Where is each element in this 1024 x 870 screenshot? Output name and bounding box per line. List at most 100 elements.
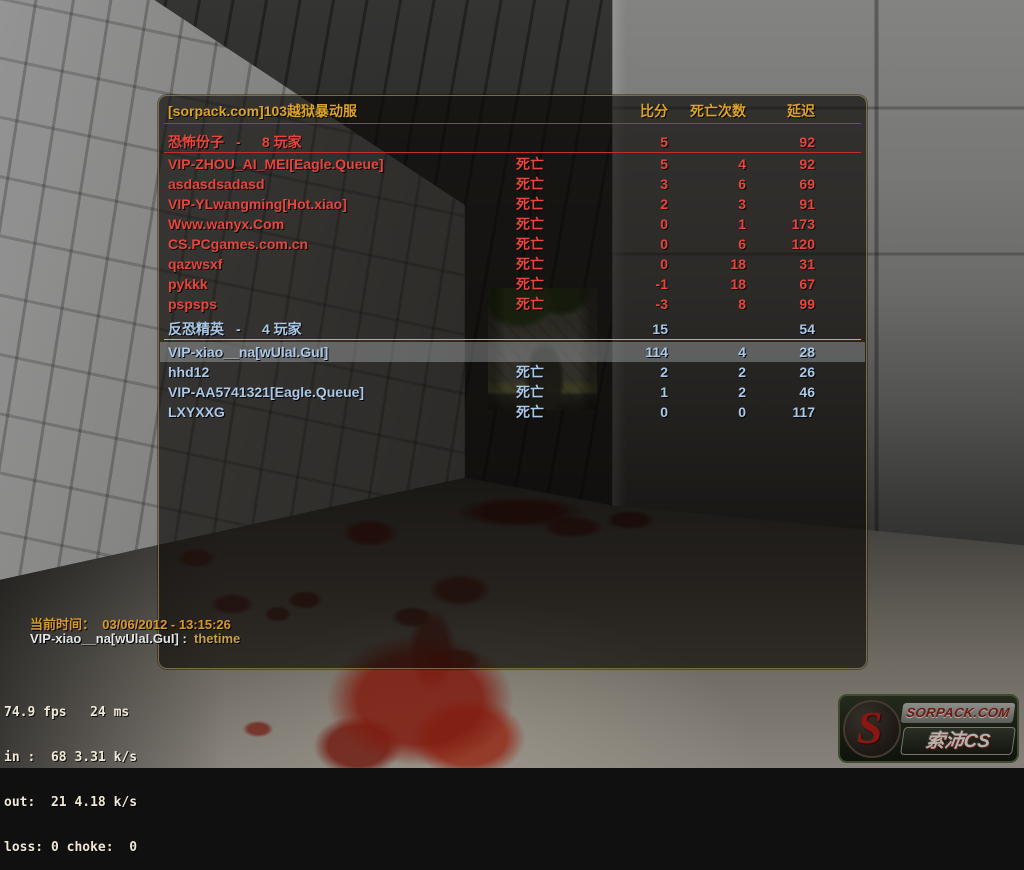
player-row: LXYXXG 死亡 0 0 117: [160, 402, 865, 422]
player-latency: 31: [799, 256, 815, 272]
player-row: qazwsxf 死亡 0 18 31: [160, 254, 865, 274]
netgraph-loss-line: loss: 0 choke: 0: [4, 840, 138, 855]
player-latency: 67: [799, 276, 815, 292]
chat-player-name: VIP-xiao__na[wUlaI.GuI]: [30, 631, 179, 646]
player-status: 死亡: [516, 156, 544, 172]
player-status: 死亡: [516, 404, 544, 420]
player-deaths: 3: [738, 196, 746, 212]
player-row: VIP-AA5741321[Eagle.Queue] 死亡 1 2 46: [160, 382, 865, 402]
player-score: 114: [645, 344, 668, 360]
player-row: hhd12 死亡 2 2 26: [160, 362, 865, 382]
player-deaths: 6: [738, 176, 746, 192]
player-status: 死亡: [516, 384, 544, 400]
player-deaths: 2: [738, 364, 746, 380]
team-latency: 92: [799, 134, 815, 150]
ct-team-separator: [164, 339, 861, 340]
chat-separator: :: [178, 631, 194, 646]
player-score: 5: [660, 156, 668, 172]
time-value: 03/06/2012 - 13:15:26: [102, 617, 231, 632]
team-player-count: 8 玩家: [262, 134, 302, 150]
player-deaths: 4: [738, 156, 746, 172]
scoreboard-header-row: [sorpack.com]103越狱暴动服 比分 死亡次数 延迟: [160, 101, 865, 121]
player-deaths: 1: [738, 216, 746, 232]
player-deaths: 2: [738, 384, 746, 400]
player-score: 0: [660, 256, 668, 272]
player-name: hhd12: [168, 364, 210, 380]
player-score: 0: [660, 216, 668, 232]
terrorist-team-separator: [164, 152, 861, 153]
player-latency: 26: [799, 364, 815, 380]
player-latency: 28: [799, 344, 815, 360]
sorpack-domain-text: SORPACK.COM: [900, 703, 1016, 723]
player-row: asdasdsadasd 死亡 3 6 69: [160, 174, 865, 194]
player-name: qazwsxf: [168, 256, 223, 272]
team-name: 反恐精英: [168, 321, 224, 337]
player-score: -3: [655, 296, 668, 312]
sorpack-s-icon: S: [843, 700, 901, 758]
column-header-latency: 延迟: [787, 103, 815, 119]
player-latency: 69: [799, 176, 815, 192]
player-score: -1: [655, 276, 668, 292]
player-deaths: 18: [730, 256, 746, 272]
player-latency: 120: [791, 236, 815, 252]
player-score: 0: [660, 404, 668, 420]
player-score: 2: [660, 196, 668, 212]
player-row: CS.PCgames.com.cn 死亡 0 6 120: [160, 234, 865, 254]
netgraph-fps-line: 74.9 fps 24 ms: [4, 705, 130, 720]
player-row-self: VIP-xiao__na[wUlaI.GuI] 114 4 28: [160, 342, 865, 362]
sorpack-watermark: S SORPACK.COM 索沛CS: [838, 694, 1019, 763]
player-latency: 91: [799, 196, 815, 212]
player-row: VIP-YLwangming[Hot.xiao] 死亡 2 3 91: [160, 194, 865, 214]
time-label: 当前时间：: [30, 617, 103, 632]
player-row: Www.wanyx.Com 死亡 0 1 173: [160, 214, 865, 234]
player-latency: 117: [792, 404, 815, 420]
player-name: VIP-xiao__na[wUlaI.GuI]: [168, 344, 329, 360]
team-latency: 54: [799, 321, 815, 337]
s-letter: S: [857, 702, 883, 753]
team-name: 恐怖份子: [168, 134, 224, 150]
player-score: 0: [660, 236, 668, 252]
player-latency: 46: [799, 384, 815, 400]
player-status: 死亡: [516, 276, 544, 292]
player-score: 2: [660, 364, 668, 380]
team-player-count: 4 玩家: [262, 321, 302, 337]
team-header-terrorists: 恐怖份子 - 8 玩家 5 92: [160, 132, 865, 152]
team-header-counter-terrorists: 反恐精英 - 4 玩家 15 54: [160, 319, 865, 339]
team-score: 15: [652, 321, 668, 337]
netgraph-out-line: out: 21 4.18 k/s: [4, 795, 138, 810]
header-separator: [164, 123, 861, 124]
player-status: 死亡: [516, 256, 544, 272]
column-header-score: 比分: [640, 103, 668, 119]
player-name: CS.PCgames.com.cn: [168, 236, 309, 252]
player-status: 死亡: [516, 176, 544, 192]
player-status: 死亡: [516, 296, 544, 312]
player-name: asdasdsadasd: [168, 176, 265, 192]
player-deaths: 4: [738, 344, 746, 360]
player-deaths: 0: [738, 404, 746, 420]
scoreboard-panel: [sorpack.com]103越狱暴动服 比分 死亡次数 延迟 恐怖份子 - …: [158, 95, 867, 669]
player-row: pspsps 死亡 -3 8 99: [160, 294, 865, 314]
player-status: 死亡: [516, 236, 544, 252]
player-row: VIP-ZHOU_AI_MEI[Eagle.Queue] 死亡 5 4 92: [160, 154, 865, 174]
current-time-line: 当前时间： 03/06/2012 - 13:15:26: [30, 614, 231, 633]
player-status: 死亡: [516, 364, 544, 380]
player-name: LXYXXG: [168, 404, 225, 420]
server-title: [sorpack.com]103越狱暴动服: [168, 103, 358, 119]
team-score: 5: [660, 134, 668, 150]
netgraph-in-line: in : 68 3.31 k/s: [4, 750, 138, 765]
sorpack-brand-text: 索沛CS: [900, 727, 1016, 755]
player-latency: 92: [799, 156, 815, 172]
player-deaths: 6: [738, 236, 746, 252]
player-status: 死亡: [516, 196, 544, 212]
player-name: pykkk: [168, 276, 208, 292]
player-name: VIP-AA5741321[Eagle.Queue]: [168, 384, 365, 400]
player-deaths: 8: [738, 296, 746, 312]
chat-message: thetime: [194, 631, 241, 646]
player-latency: 173: [791, 216, 815, 232]
player-name: pspsps: [168, 296, 218, 312]
team-dash: -: [236, 321, 241, 337]
player-latency: 99: [799, 296, 815, 312]
player-score: 3: [660, 176, 668, 192]
netgraph-overlay: 74.9 fps 24 ms in : 68 3.31 k/s out: 21 …: [4, 675, 137, 870]
player-name: VIP-ZHOU_AI_MEI[Eagle.Queue]: [168, 156, 384, 172]
